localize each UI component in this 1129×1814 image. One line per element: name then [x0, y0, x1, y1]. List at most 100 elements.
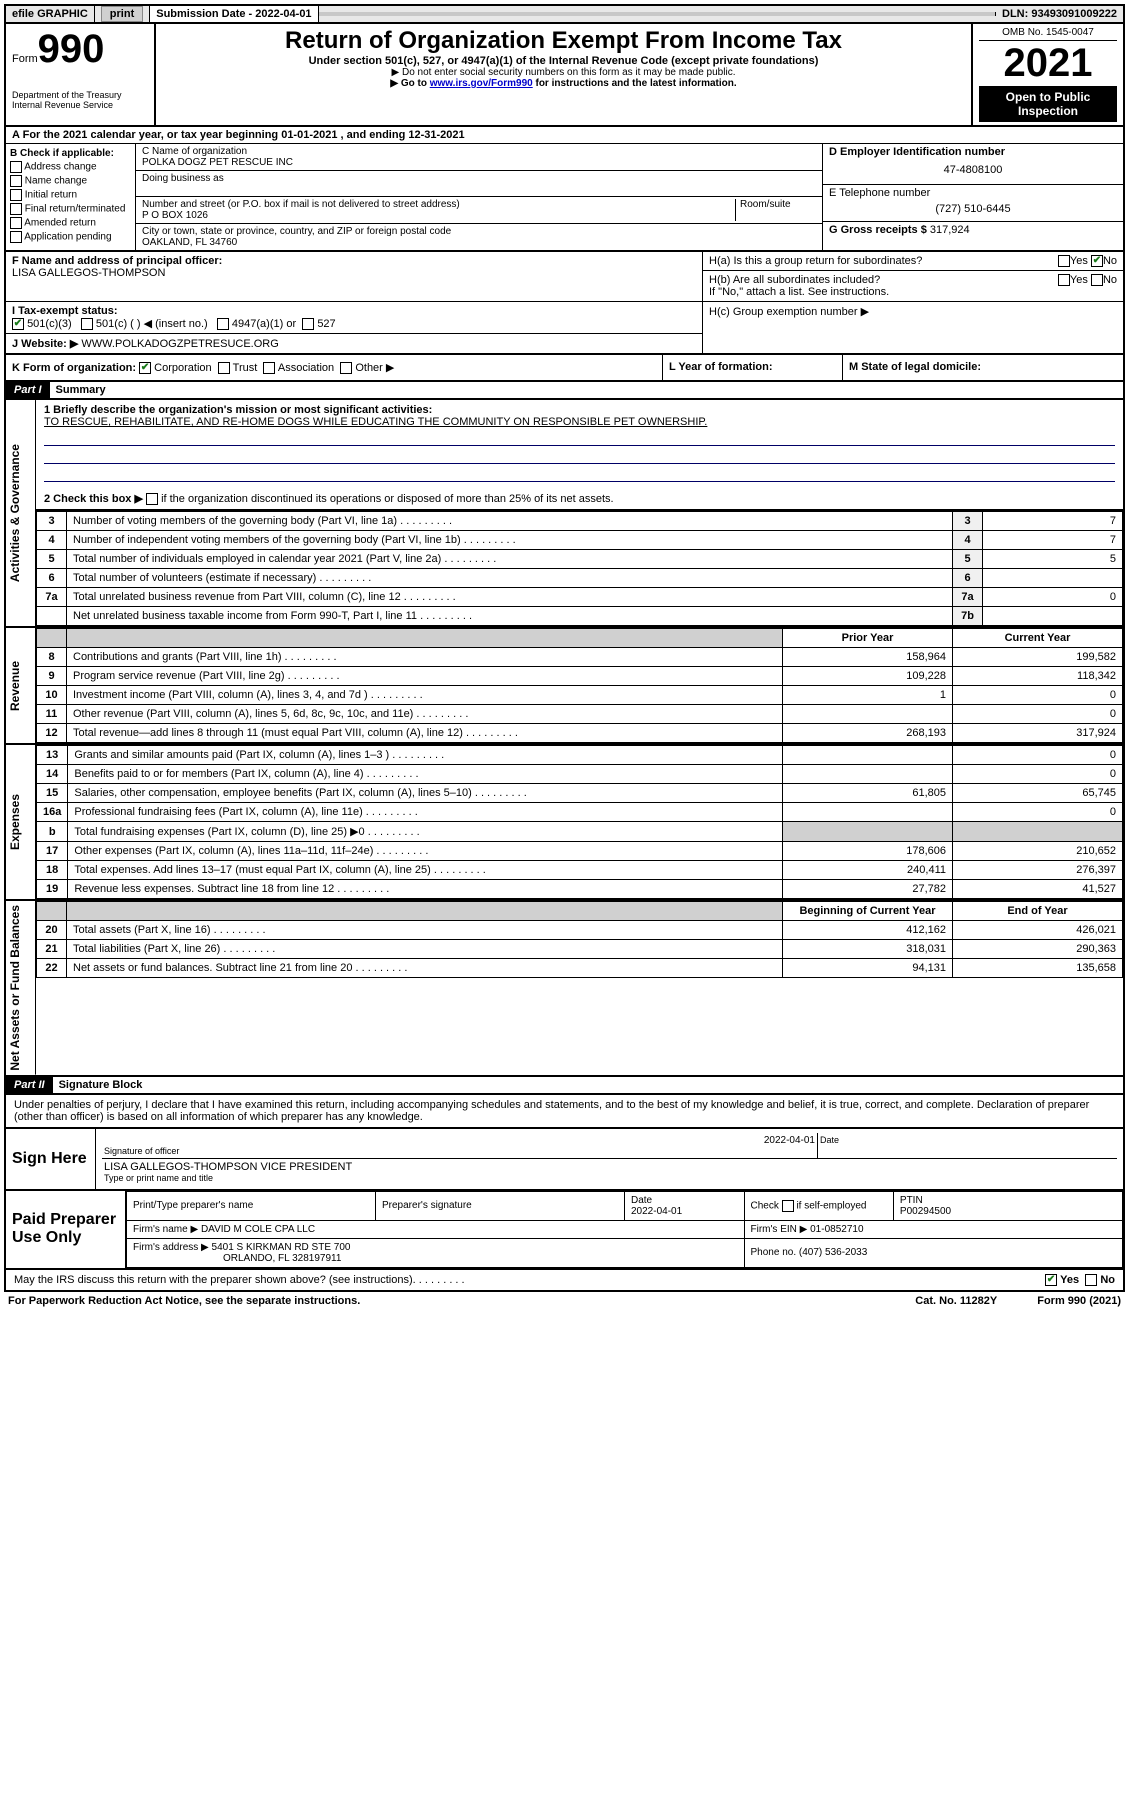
527-checkbox[interactable]: [302, 318, 314, 330]
table-row: 4Number of independent voting members of…: [37, 531, 1123, 550]
subordinates-q: H(b) Are all subordinates included? Yes …: [703, 271, 1123, 302]
l-year-formation: L Year of formation:: [663, 355, 843, 380]
table-row: 7aTotal unrelated business revenue from …: [37, 588, 1123, 607]
right-column: D Employer Identification number 47-4808…: [823, 144, 1123, 250]
initial-return-checkbox[interactable]: [10, 189, 22, 201]
declaration: Under penalties of perjury, I declare th…: [4, 1095, 1125, 1129]
4947-checkbox[interactable]: [217, 318, 229, 330]
prep-date-hdr: Date: [631, 1195, 652, 1206]
top-bar: efile GRAPHIC print Submission Date - 20…: [4, 4, 1125, 24]
mission-text: TO RESCUE, REHABILITATE, AND RE-HOME DOG…: [44, 416, 1115, 428]
open-public: Open to Public Inspection: [979, 86, 1117, 122]
prior-year-hdr: Prior Year: [783, 629, 953, 648]
group-exemption: H(c) Group exemption number ▶: [703, 302, 1123, 321]
name-change-checkbox[interactable]: [10, 175, 22, 187]
table-row: 8Contributions and grants (Part VIII, li…: [37, 648, 1123, 667]
efile-label: efile GRAPHIC: [6, 6, 95, 22]
net-table: Beginning of Current Year End of Year 20…: [36, 901, 1123, 978]
irs-link[interactable]: www.irs.gov/Form990: [430, 78, 533, 89]
website-value: WWW.POLKADOGZPETRESUCE.ORG: [81, 338, 278, 350]
table-row: 19Revenue less expenses. Subtract line 1…: [37, 880, 1123, 899]
part2-header: Part IISignature Block: [4, 1077, 1125, 1095]
discuss-no[interactable]: [1085, 1274, 1097, 1286]
room-label: Room/suite: [736, 199, 816, 221]
tel-label: E Telephone number: [829, 187, 1117, 199]
part1-header: Part ISummary: [4, 382, 1125, 400]
table-row: 20Total assets (Part X, line 16)412,1624…: [37, 921, 1123, 940]
check-applicable: B Check if applicable: Address change Na…: [6, 144, 136, 250]
table-row: 14Benefits paid to or for members (Part …: [37, 765, 1123, 784]
side-revenue: Revenue: [6, 628, 36, 743]
governance-table: 3Number of voting members of the governi…: [36, 511, 1123, 626]
form-header: Form990 Department of the Treasury Inter…: [4, 24, 1125, 127]
other-checkbox[interactable]: [340, 362, 352, 374]
addr-change-checkbox[interactable]: [10, 161, 22, 173]
org-name-label: C Name of organization: [142, 146, 816, 157]
501c-checkbox[interactable]: [81, 318, 93, 330]
ha-yes[interactable]: [1058, 255, 1070, 267]
print-button[interactable]: print: [101, 6, 143, 22]
prep-sig-hdr: Preparer's signature: [376, 1191, 625, 1220]
addr-value: P O BOX 1026: [142, 210, 731, 221]
table-row: 5Total number of individuals employed in…: [37, 550, 1123, 569]
amended-checkbox[interactable]: [10, 217, 22, 229]
assoc-checkbox[interactable]: [263, 362, 275, 374]
addr-label: Number and street (or P.O. box if mail i…: [142, 199, 731, 210]
table-row: bTotal fundraising expenses (Part IX, co…: [37, 822, 1123, 842]
501c3-checkbox[interactable]: [12, 318, 24, 330]
table-row: 22Net assets or fund balances. Subtract …: [37, 959, 1123, 978]
net-section: Net Assets or Fund Balances Beginning of…: [4, 901, 1125, 1077]
ein-label: D Employer Identification number: [829, 146, 1005, 158]
table-row: 21Total liabilities (Part X, line 26)318…: [37, 940, 1123, 959]
firm-name: DAVID M COLE CPA LLC: [201, 1224, 315, 1235]
table-row: 13Grants and similar amounts paid (Part …: [37, 746, 1123, 765]
table-row: 17Other expenses (Part IX, column (A), l…: [37, 842, 1123, 861]
hb-yes[interactable]: [1058, 274, 1070, 286]
tax-exempt-status: I Tax-exempt status: 501(c)(3) 501(c) ( …: [6, 302, 702, 334]
discuss-line: May the IRS discuss this return with the…: [4, 1270, 1125, 1292]
discontinued-checkbox[interactable]: [146, 493, 158, 505]
hb-no[interactable]: [1091, 274, 1103, 286]
corp-checkbox[interactable]: [139, 362, 151, 374]
date-label: Date: [817, 1133, 1117, 1158]
final-return-checkbox[interactable]: [10, 203, 22, 215]
side-expenses: Expenses: [6, 745, 36, 899]
type-name-label: Type or print name and title: [104, 1173, 1115, 1183]
form-title-block: Return of Organization Exempt From Incom…: [156, 24, 973, 125]
firm-phone: (407) 536-2033: [799, 1247, 867, 1258]
table-row: 16aProfessional fundraising fees (Part I…: [37, 803, 1123, 822]
ssn-note: ▶ Do not enter social security numbers o…: [162, 67, 965, 78]
year-block: OMB No. 1545-0047 2021 Open to Public In…: [973, 24, 1123, 125]
entity-block: B Check if applicable: Address change Na…: [4, 144, 1125, 252]
self-emp-checkbox[interactable]: [782, 1200, 794, 1212]
ha-no[interactable]: [1091, 255, 1103, 267]
table-row: 15Salaries, other compensation, employee…: [37, 784, 1123, 803]
discuss-yes[interactable]: [1045, 1274, 1057, 1286]
website-line: J Website: ▶ WWW.POLKADOGZPETRESUCE.ORG: [6, 334, 702, 353]
expense-table: 13Grants and similar amounts paid (Part …: [36, 745, 1123, 899]
paid-prep-label: Paid Preparer Use Only: [6, 1191, 126, 1268]
side-net: Net Assets or Fund Balances: [6, 901, 36, 1075]
officer-name-title: LISA GALLEGOS-THOMPSON VICE PRESIDENT: [104, 1161, 1115, 1173]
trust-checkbox[interactable]: [218, 362, 230, 374]
omb-number: OMB No. 1545-0047: [979, 27, 1117, 41]
table-row: 18Total expenses. Add lines 13–17 (must …: [37, 861, 1123, 880]
revenue-table: Prior Year Current Year 8Contributions a…: [36, 628, 1123, 743]
city-value: OAKLAND, FL 34760: [142, 237, 816, 248]
curr-year-hdr: Current Year: [953, 629, 1123, 648]
link-note: ▶ Go to www.irs.gov/Form990 for instruct…: [162, 78, 965, 89]
table-row: 11Other revenue (Part VIII, column (A), …: [37, 705, 1123, 724]
group-return-q: H(a) Is this a group return for subordin…: [703, 252, 1123, 271]
tax-year: 2021: [979, 41, 1117, 86]
mission-block: 1 Briefly describe the organization's mi…: [36, 400, 1123, 511]
dln: DLN: 93493091009222: [996, 6, 1123, 22]
sign-here-label: Sign Here: [6, 1129, 96, 1189]
firm-ein: 01-0852710: [810, 1224, 863, 1235]
ptin-val: P00294500: [900, 1206, 951, 1217]
cat-no: Cat. No. 11282Y: [915, 1295, 997, 1307]
app-pending-checkbox[interactable]: [10, 231, 22, 243]
table-row: 6Total number of volunteers (estimate if…: [37, 569, 1123, 588]
gross-receipts: G Gross receipts $ 317,924: [823, 222, 1123, 238]
ptin-hdr: PTIN: [900, 1195, 923, 1206]
revenue-section: Revenue Prior Year Current Year 8Contrib…: [4, 628, 1125, 745]
